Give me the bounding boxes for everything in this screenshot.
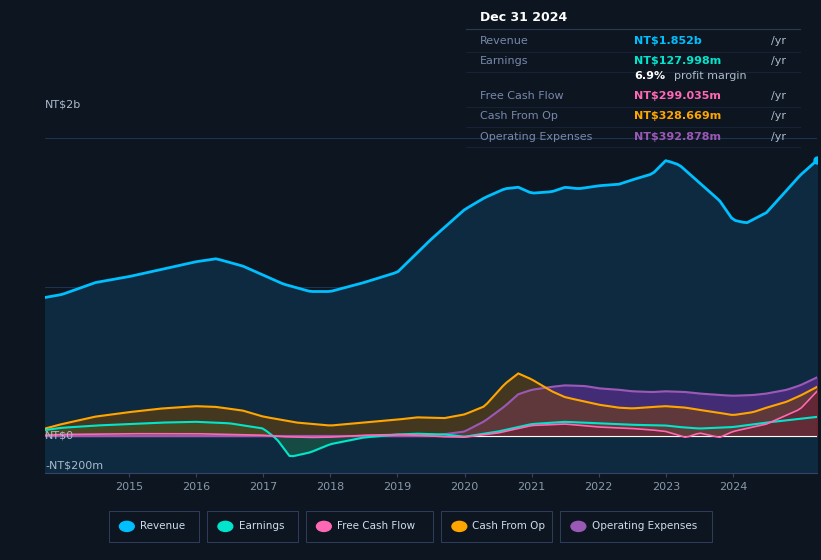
Text: NT$0: NT$0 [45,431,74,441]
Text: profit margin: profit margin [674,72,746,81]
Text: Revenue: Revenue [479,36,529,46]
Text: Free Cash Flow: Free Cash Flow [479,91,563,101]
Text: /yr: /yr [771,36,787,46]
Text: Operating Expenses: Operating Expenses [591,521,697,531]
Text: Earnings: Earnings [479,56,528,66]
Text: Cash From Op: Cash From Op [473,521,545,531]
Text: /yr: /yr [771,56,787,66]
Text: 6.9%: 6.9% [634,72,665,81]
Text: /yr: /yr [771,111,787,122]
Text: Earnings: Earnings [238,521,284,531]
Text: /yr: /yr [771,132,787,142]
Text: Free Cash Flow: Free Cash Flow [337,521,415,531]
Text: NT$127.998m: NT$127.998m [634,56,721,66]
Text: Cash From Op: Cash From Op [479,111,557,122]
Text: NT$328.669m: NT$328.669m [634,111,721,122]
Text: Dec 31 2024: Dec 31 2024 [479,11,567,25]
Text: NT$2b: NT$2b [45,99,81,109]
Text: NT$299.035m: NT$299.035m [634,91,721,101]
Text: /yr: /yr [771,91,787,101]
Text: -NT$200m: -NT$200m [45,461,103,471]
Text: Revenue: Revenue [140,521,185,531]
Text: NT$392.878m: NT$392.878m [634,132,721,142]
Text: NT$1.852b: NT$1.852b [634,36,702,46]
Text: Operating Expenses: Operating Expenses [479,132,592,142]
